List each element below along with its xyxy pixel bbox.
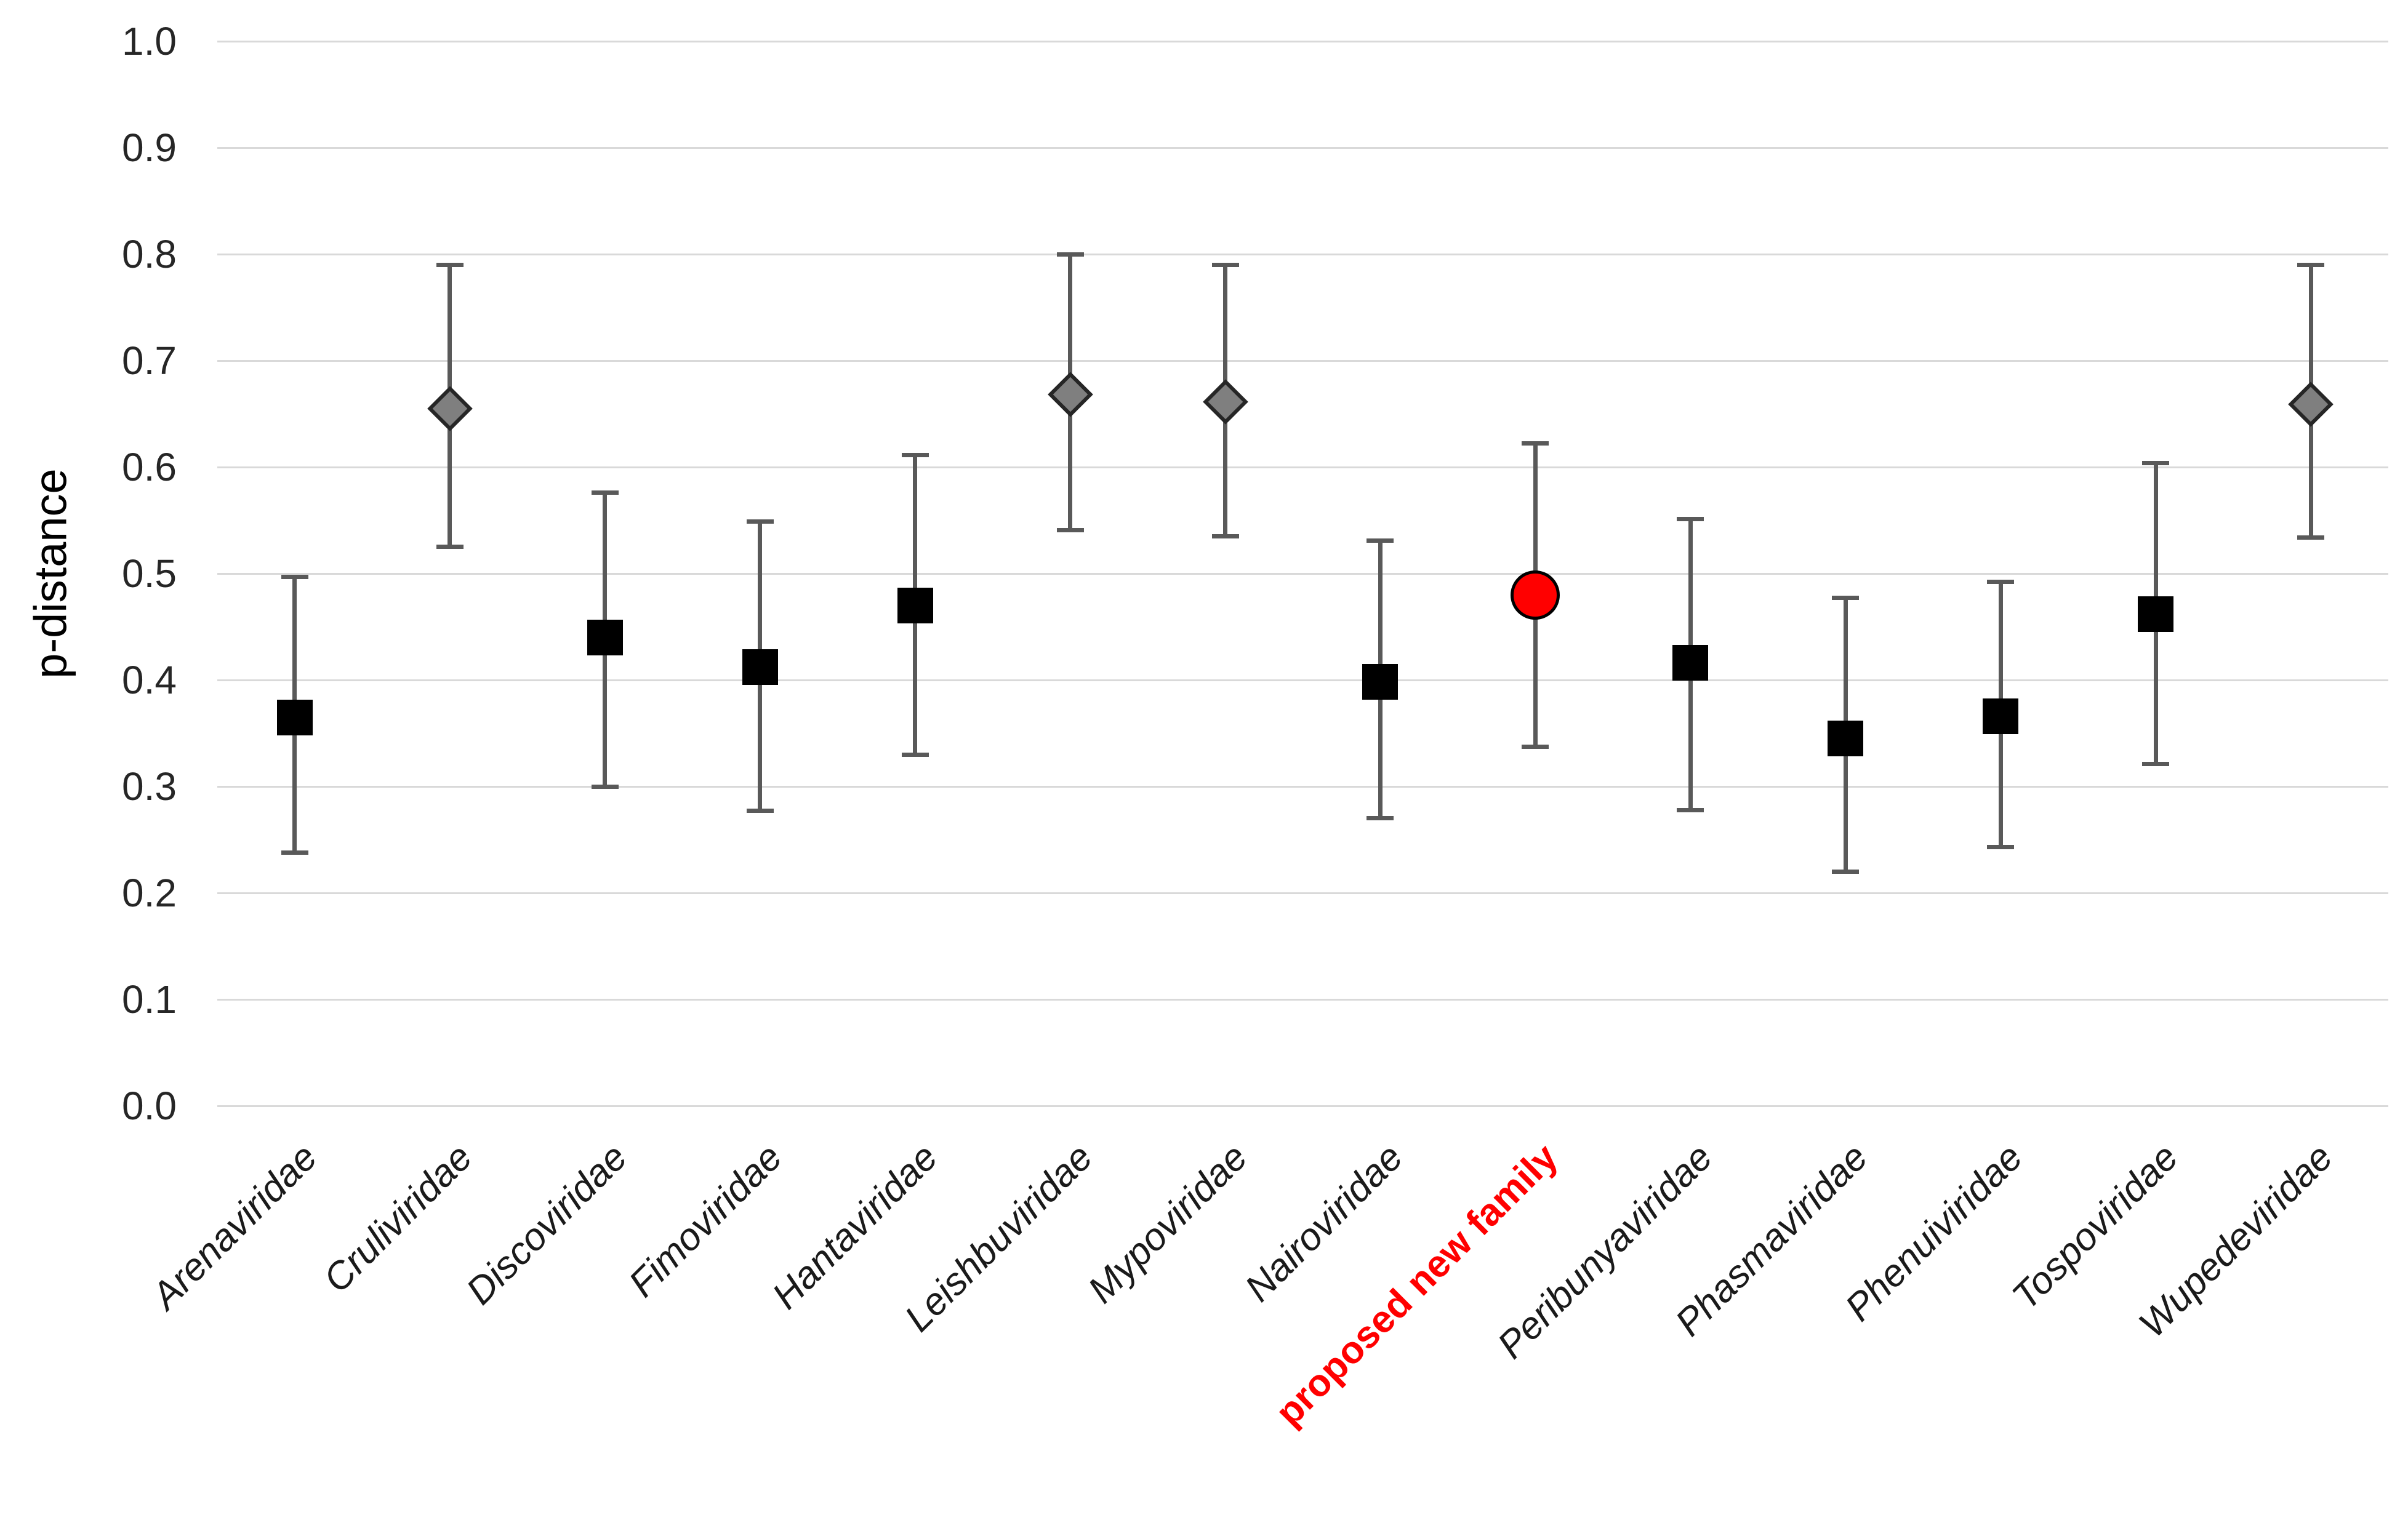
y-gridline xyxy=(217,466,2388,468)
error-bar-cap-top xyxy=(1987,580,2015,585)
x-axis-label-text: Mypoviridae xyxy=(1080,1135,1256,1311)
x-axis-label-text: Fimoviridae xyxy=(620,1135,791,1306)
x-axis-label-text: Cruliviridae xyxy=(315,1135,481,1301)
y-gridline xyxy=(217,40,2388,42)
y-axis-tick-label: 1.0 xyxy=(122,19,177,63)
y-gridline xyxy=(217,572,2388,575)
black-square-marker xyxy=(276,699,313,735)
black-square-marker xyxy=(742,649,778,686)
y-gridline xyxy=(217,253,2388,255)
y-axis-tick-label: 0.2 xyxy=(122,871,177,915)
x-axis-label-text: Arenaviridae xyxy=(143,1135,326,1318)
x-axis-label-text: Nairoviridae xyxy=(1237,1135,1411,1310)
error-bar-cap-bottom xyxy=(1522,745,1549,750)
y-axis-tick-label: 0.3 xyxy=(122,764,177,809)
y-axis-tick-label: 0.4 xyxy=(122,658,177,702)
y-gridline xyxy=(217,679,2388,681)
error-bar-cap-bottom xyxy=(1056,527,1084,532)
error-bar-cap-bottom xyxy=(1367,816,1394,821)
error-bar-cap-bottom xyxy=(1832,869,1860,874)
error-bar-cap-bottom xyxy=(746,809,774,814)
black-square-marker xyxy=(897,587,933,623)
error-bar-cap-bottom xyxy=(2142,762,2170,767)
black-square-marker xyxy=(587,619,623,655)
gray-diamond-marker xyxy=(2288,382,2334,427)
x-axis-label-highlighted-text: proposed new family xyxy=(1267,1135,1566,1434)
y-axis-tick-label: 0.1 xyxy=(122,977,177,1022)
black-square-marker xyxy=(2138,596,2174,632)
gray-diamond-marker xyxy=(427,386,473,431)
black-square-marker xyxy=(1983,698,2019,734)
y-gridline xyxy=(217,785,2388,788)
error-bar-cap-top xyxy=(901,453,929,458)
error-bar-cap-bottom xyxy=(1987,845,2015,850)
y-gridline xyxy=(217,998,2388,1001)
y-axis-tick-label: 0.9 xyxy=(122,126,177,170)
black-square-marker xyxy=(1828,721,1864,757)
black-square-marker xyxy=(1672,645,1709,681)
error-bar-cap-top xyxy=(1056,252,1084,257)
error-bar-cap-top xyxy=(436,262,464,267)
error-bar-cap-bottom xyxy=(591,784,619,789)
error-bar-cap-bottom xyxy=(901,752,929,757)
error-bar-cap-top xyxy=(591,490,619,495)
y-axis-tick-label: 0.8 xyxy=(122,232,177,276)
y-axis-tick-label: 0.7 xyxy=(122,338,177,383)
gray-diamond-marker xyxy=(1202,379,1248,425)
error-bar-cap-top xyxy=(1211,262,1239,267)
error-bar-cap-bottom xyxy=(2297,535,2325,540)
error-bar-cap-top xyxy=(1367,538,1394,543)
red-circle-marker xyxy=(1511,570,1560,620)
error-bar-cap-top xyxy=(2142,460,2170,465)
error-bar-cap-top xyxy=(746,519,774,524)
gray-diamond-marker xyxy=(1047,372,1093,418)
black-square-marker xyxy=(1362,664,1399,700)
y-gridline xyxy=(217,359,2388,362)
error-bar-cap-bottom xyxy=(1211,534,1239,538)
y-axis-tick-label: 0.6 xyxy=(122,445,177,489)
x-axis-label-text: Discoviridae xyxy=(458,1135,636,1313)
error-bar-cap-top xyxy=(1522,441,1549,446)
y-axis-tick-label: 0.0 xyxy=(122,1084,177,1128)
error-bar-cap-bottom xyxy=(1677,807,1704,812)
error-bar-cap-top xyxy=(1677,517,1704,522)
y-gridline xyxy=(217,1105,2388,1107)
y-gridline xyxy=(217,892,2388,894)
error-bar-cap-top xyxy=(2297,262,2325,267)
error-bar-cap-top xyxy=(1832,596,1860,601)
error-bar-cap-top xyxy=(281,574,308,579)
error-bar-cap-bottom xyxy=(436,545,464,550)
y-axis-tick-label: 0.5 xyxy=(122,551,177,596)
y-gridline xyxy=(217,146,2388,149)
error-bar-cap-bottom xyxy=(281,850,308,855)
